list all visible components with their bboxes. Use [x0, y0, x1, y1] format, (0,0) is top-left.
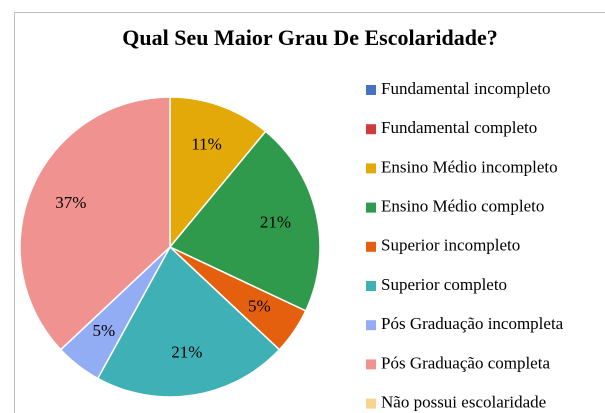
- legend-swatch: [366, 163, 376, 174]
- pie-slice: [168, 130, 321, 312]
- legend-label: Fundamental completo: [381, 118, 537, 137]
- legend-swatch: [366, 398, 376, 409]
- legend-label: Pós Graduação completa: [381, 353, 550, 372]
- legend-label: Superior incompleto: [381, 236, 520, 255]
- legend-swatch: [366, 241, 376, 252]
- data-label: 5%: [248, 297, 271, 316]
- data-label: 37%: [55, 193, 86, 212]
- legend-label: Superior completo: [381, 275, 507, 294]
- legend-label: Fundamental incompleto: [381, 79, 551, 98]
- legend-swatch: [366, 202, 376, 213]
- data-label: 21%: [171, 343, 202, 362]
- legend-swatch: [366, 85, 376, 95]
- legend-swatch: [366, 320, 376, 331]
- legend-swatch: [366, 124, 376, 135]
- legend-label: Ensino Médio incompleto: [381, 157, 558, 176]
- data-label: 21%: [260, 212, 291, 231]
- pie-slice: [169, 96, 267, 250]
- chart-title: Qual Seu Maior Grau De Escolaridade?: [122, 25, 497, 50]
- pie-slice: [96, 245, 281, 398]
- data-label: 5%: [92, 321, 115, 340]
- legend-swatch: [366, 359, 376, 370]
- legend-label: Não possui escolaridade: [381, 393, 546, 412]
- legend-label: Ensino Médio completo: [381, 197, 544, 216]
- data-label: 11%: [191, 134, 222, 153]
- legend-swatch: [366, 281, 376, 291]
- pie-slice: [19, 96, 171, 351]
- legend-label: Pós Graduação incompleta: [381, 314, 564, 333]
